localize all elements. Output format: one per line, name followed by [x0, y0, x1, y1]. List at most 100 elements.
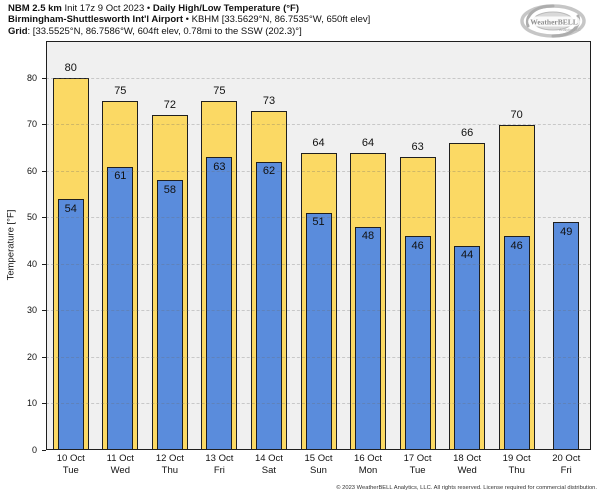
grid-coordinates: : [33.5525°N, 86.7586°W, 604ft elev, 0.7…	[27, 25, 302, 37]
low-value-label: 51	[312, 216, 325, 229]
y-tick-label: 20	[26, 351, 37, 362]
bar-low	[503, 236, 530, 450]
y-tick-mark	[42, 170, 46, 172]
y-tick-label: 80	[26, 72, 37, 83]
x-tick-day: Wed	[110, 465, 130, 476]
x-tick-date: 17 Oct	[403, 453, 432, 464]
svg-text:WeatherBELL: WeatherBELL	[530, 18, 578, 27]
chart-title-line3: Grid: [33.5525°N, 86.7586°W, 604ft elev,…	[8, 26, 370, 37]
high-value-label: 64	[312, 136, 325, 149]
low-value-label: 63	[213, 160, 226, 173]
plot-area: 80 54 75 61 72 58 75 63 73 62 64 51 64 48 63 46 66 44 70 46…	[46, 41, 591, 450]
chart-title-line1: NBM 2.5 km Init 17z 9 Oct 2023 • Daily H…	[8, 3, 370, 14]
x-tick-label: 18 Oct Wed	[442, 453, 492, 477]
bar-low	[156, 180, 183, 450]
svg-text:Analytics LLC: Analytics LLC	[559, 28, 581, 32]
y-axis-title: Temperature [°F]	[5, 209, 17, 281]
init-time: Init 17z 9 Oct 2023 •	[61, 3, 153, 14]
gridline	[46, 356, 591, 358]
high-value-label: 63	[411, 141, 424, 154]
station-name: Birmingham-Shuttlesworth Int'l Airport	[8, 14, 184, 26]
gridline	[46, 77, 591, 79]
grid-label: Grid	[8, 25, 28, 37]
x-tick-date: 16 Oct	[354, 453, 383, 464]
high-value-label: 73	[262, 94, 276, 107]
low-value-label: 61	[114, 170, 127, 182]
y-tick-mark	[42, 263, 46, 265]
bar-low	[454, 245, 481, 450]
bar-low	[255, 161, 282, 450]
bar-low	[305, 212, 332, 450]
high-value-label: 75	[213, 85, 226, 98]
x-tick-date: 11 Oct	[106, 453, 134, 464]
x-tick-day: Thu	[508, 465, 525, 476]
y-tick-label: 60	[26, 165, 37, 176]
high-value-label: 72	[163, 99, 176, 112]
gridline	[46, 217, 591, 219]
copyright-notice: © 2023 WeatherBELL Analytics, LLC. All r…	[336, 485, 597, 491]
hurricane-swirl-icon: WeatherBELL Analytics LLC	[520, 4, 586, 38]
chart-header: NBM 2.5 km Init 17z 9 Oct 2023 • Daily H…	[8, 3, 370, 37]
x-tick-day: Tue	[62, 465, 79, 476]
bar-low	[206, 157, 233, 450]
gridline	[46, 124, 591, 126]
y-tick-label: 30	[26, 305, 37, 316]
gridline	[46, 263, 591, 265]
bar-low	[355, 226, 382, 450]
y-tick-label: 40	[26, 258, 37, 269]
y-tick-mark	[42, 403, 46, 405]
x-tick-label: 11 Oct Wed	[96, 453, 146, 477]
product-name: NBM 2.5 km	[8, 3, 62, 14]
x-tick-day: Sun	[310, 465, 327, 476]
x-tick-label: 10 Oct Tue	[46, 453, 96, 477]
low-value-label: 49	[560, 225, 573, 238]
x-tick-label: 15 Oct Sun	[294, 453, 344, 477]
y-tick-label: 10	[26, 398, 37, 409]
x-tick-date: 15 Oct	[304, 453, 333, 464]
chart-title-line2: Birmingham-Shuttlesworth Int'l Airport •…	[8, 14, 370, 25]
x-tick-date: 18 Oct	[453, 453, 482, 464]
x-tick-label: 12 Oct Thu	[145, 453, 195, 477]
weatherbell-logo: WeatherBELL Analytics LLC	[518, 2, 592, 42]
high-value-label: 75	[114, 85, 127, 98]
y-axis: 0 10 20 30 40 50 60 70 80	[0, 41, 46, 455]
y-tick-mark	[42, 217, 46, 219]
bar-low	[404, 236, 431, 450]
x-tick-day: Thu	[161, 465, 179, 476]
x-tick-day: Tue	[409, 465, 426, 476]
parameter-name: Daily High/Low Temperature (°F)	[152, 3, 299, 14]
y-tick-label: 0	[31, 444, 37, 455]
x-tick-date: 20 Oct	[552, 453, 581, 464]
y-tick-label: 50	[26, 212, 37, 223]
x-tick-label: 13 Oct Fri	[195, 453, 245, 477]
low-value-label: 62	[262, 165, 276, 178]
y-tick-label: 70	[26, 119, 37, 130]
x-tick-day: Fri	[560, 465, 572, 476]
low-value-label: 44	[461, 249, 474, 261]
x-tick-date: 13 Oct	[205, 453, 234, 464]
y-tick-mark	[42, 449, 46, 451]
x-tick-day: Sat	[261, 465, 277, 476]
station-coordinates: • KBHM [33.5629°N, 86.7535°W, 650ft elev…	[183, 14, 371, 26]
x-tick-day: Mon	[358, 465, 378, 476]
y-tick-mark	[42, 77, 46, 79]
high-value-label: 80	[64, 62, 77, 75]
bar-low	[107, 166, 134, 450]
low-value-label: 54	[64, 202, 77, 215]
x-tick-date: 14 Oct	[254, 453, 283, 464]
x-tick-label: 19 Oct Thu	[492, 453, 542, 477]
x-tick-date: 19 Oct	[502, 453, 531, 464]
x-tick-day: Fri	[213, 465, 225, 476]
gridline	[46, 403, 591, 405]
x-tick-label: 17 Oct Tue	[393, 453, 443, 477]
bar-low	[553, 222, 580, 450]
x-tick-label: 20 Oct Fri	[541, 453, 591, 477]
x-axis: 10 Oct Tue 11 Oct Wed 12 Oct Thu 13 Oct Fri 14 O…	[46, 453, 591, 479]
gridline	[46, 170, 591, 172]
x-tick-label: 14 Oct Sat	[244, 453, 294, 477]
x-tick-day: Wed	[457, 465, 477, 476]
low-value-label: 48	[361, 230, 375, 243]
x-tick-label: 16 Oct Mon	[343, 453, 393, 477]
bar-low	[57, 199, 84, 450]
